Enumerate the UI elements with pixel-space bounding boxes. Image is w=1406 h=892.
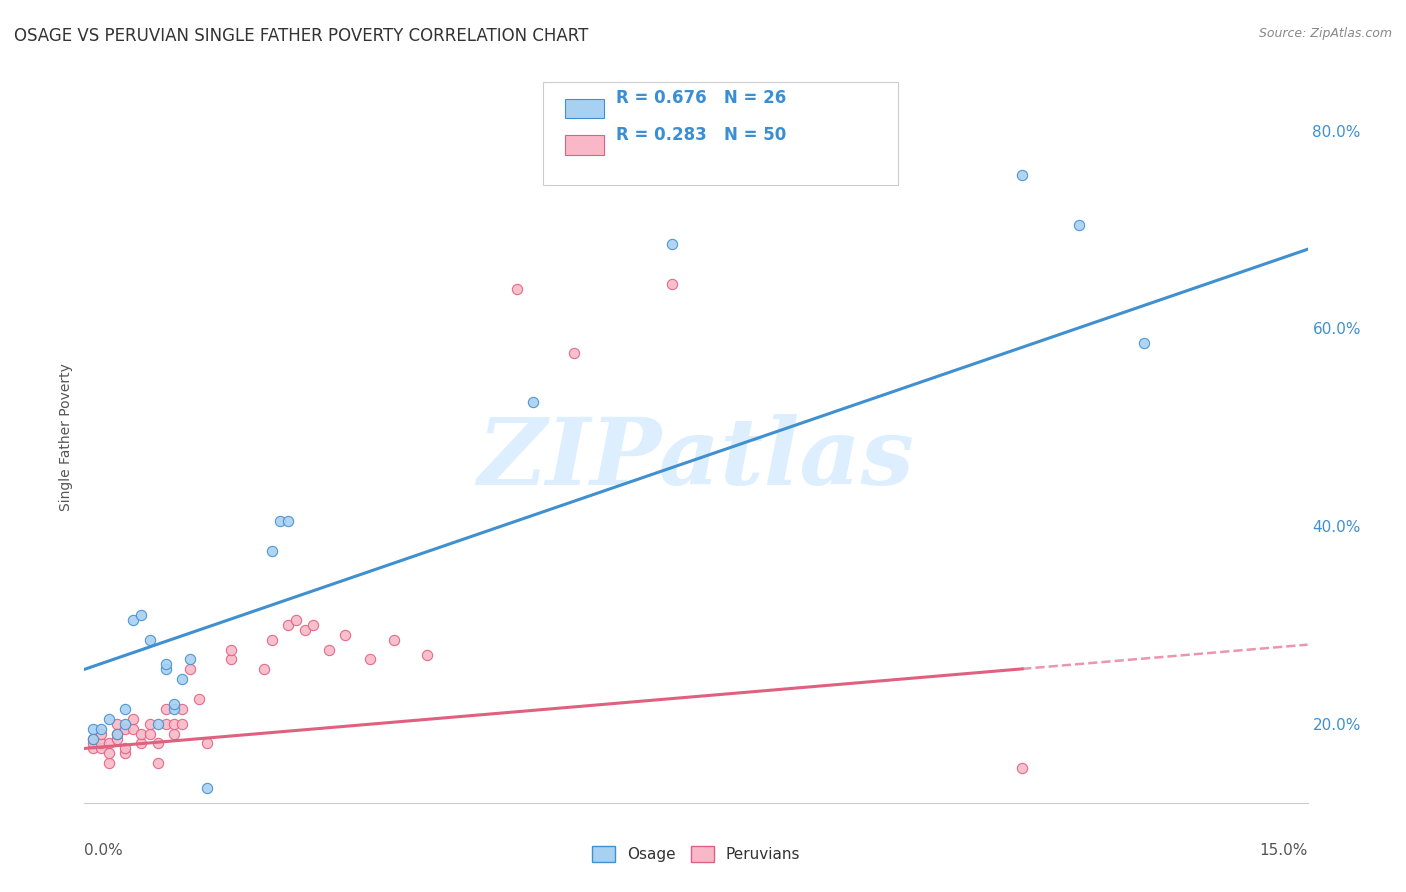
Point	[269, 514, 291, 528]
Text: R = 0.676   N = 26: R = 0.676 N = 26	[616, 89, 787, 107]
Point	[416, 648, 439, 662]
Point	[1069, 218, 1091, 232]
Point	[179, 662, 201, 676]
Point	[1011, 761, 1033, 775]
Point	[138, 716, 160, 731]
Point	[82, 741, 104, 756]
Point	[114, 722, 136, 736]
Point	[97, 712, 120, 726]
Point	[236, 815, 259, 830]
Text: R = 0.283   N = 50: R = 0.283 N = 50	[616, 126, 787, 144]
Text: 15.0%: 15.0%	[1260, 843, 1308, 858]
Point	[163, 726, 186, 740]
Point	[172, 702, 194, 716]
Point	[122, 613, 145, 627]
Point	[114, 741, 136, 756]
Point	[359, 652, 381, 666]
Y-axis label: Single Father Poverty: Single Father Poverty	[59, 363, 73, 511]
Point	[82, 737, 104, 751]
Point	[146, 756, 169, 771]
Point	[90, 737, 112, 751]
Text: 0.0%: 0.0%	[84, 843, 124, 858]
FancyBboxPatch shape	[565, 136, 605, 154]
Point	[661, 237, 683, 252]
Point	[163, 697, 186, 711]
Point	[277, 618, 299, 632]
Point	[90, 726, 112, 740]
FancyBboxPatch shape	[565, 99, 605, 118]
Point	[114, 716, 136, 731]
Text: OSAGE VS PERUVIAN SINGLE FATHER POVERTY CORRELATION CHART: OSAGE VS PERUVIAN SINGLE FATHER POVERTY …	[14, 27, 589, 45]
Point	[97, 756, 120, 771]
Point	[562, 346, 585, 360]
Point	[155, 662, 177, 676]
Point	[114, 702, 136, 716]
Point	[105, 726, 128, 740]
Point	[146, 737, 169, 751]
Point	[90, 741, 112, 756]
Point	[172, 672, 194, 686]
Point	[318, 642, 340, 657]
Text: ZIPatlas: ZIPatlas	[478, 414, 914, 504]
Point	[90, 722, 112, 736]
Point	[97, 737, 120, 751]
Point	[260, 632, 283, 647]
Point	[131, 737, 153, 751]
Point	[1011, 168, 1033, 182]
Point	[163, 716, 186, 731]
Point	[294, 623, 316, 637]
Point	[122, 722, 145, 736]
Point	[105, 716, 128, 731]
Point	[1133, 336, 1156, 351]
Point	[335, 628, 357, 642]
FancyBboxPatch shape	[543, 82, 898, 185]
Point	[260, 543, 283, 558]
Point	[505, 282, 527, 296]
Point	[219, 652, 242, 666]
Point	[172, 716, 194, 731]
Point	[155, 716, 177, 731]
Point	[277, 514, 299, 528]
Point	[195, 737, 218, 751]
Point	[131, 726, 153, 740]
Point	[661, 277, 683, 291]
Point	[219, 642, 242, 657]
Point	[187, 692, 209, 706]
Point	[122, 712, 145, 726]
Point	[301, 618, 323, 632]
Point	[179, 652, 201, 666]
Point	[105, 731, 128, 746]
Point	[105, 726, 128, 740]
Point	[138, 726, 160, 740]
Point	[114, 747, 136, 761]
Point	[195, 780, 218, 795]
Legend: Osage, Peruvians: Osage, Peruvians	[585, 840, 807, 868]
Point	[138, 632, 160, 647]
Point	[82, 731, 104, 746]
Point	[155, 702, 177, 716]
Point	[163, 702, 186, 716]
Point	[253, 662, 276, 676]
Point	[155, 657, 177, 672]
Point	[146, 716, 169, 731]
Point	[131, 607, 153, 622]
Point	[82, 731, 104, 746]
Point	[82, 722, 104, 736]
Point	[522, 395, 544, 409]
Text: Source: ZipAtlas.com: Source: ZipAtlas.com	[1258, 27, 1392, 40]
Point	[285, 613, 308, 627]
Point	[382, 632, 405, 647]
Point	[97, 747, 120, 761]
